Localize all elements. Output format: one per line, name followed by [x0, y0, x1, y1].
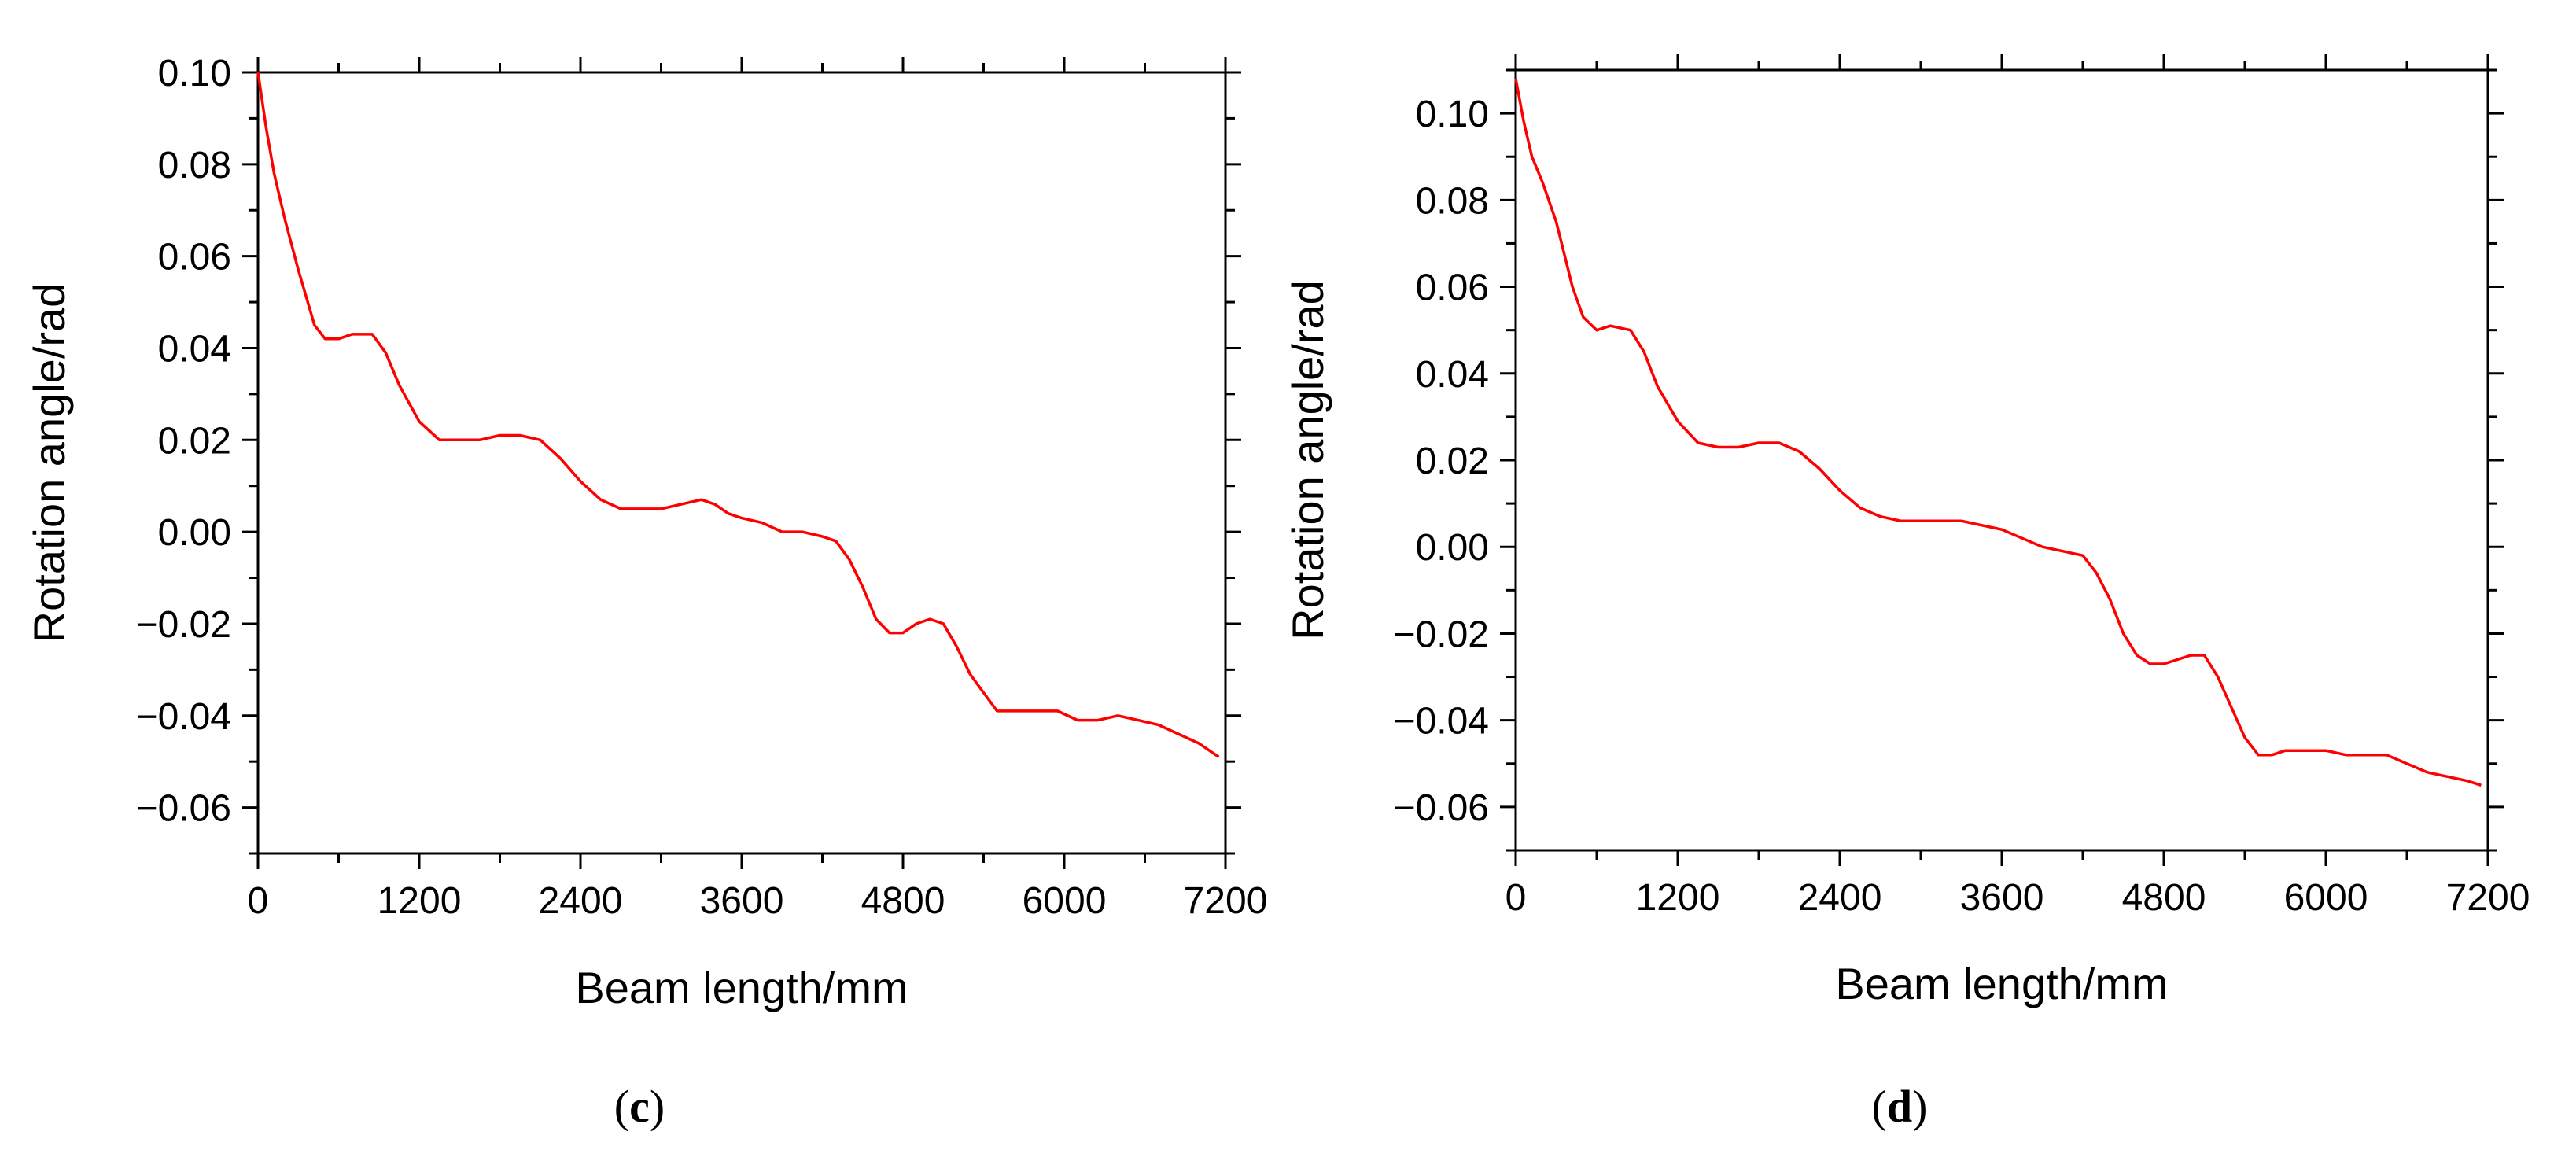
y-axis-title: Rotation angle/rad [24, 283, 74, 643]
y-tick-label: 0.08 [158, 145, 231, 186]
y-tick-label: 0.02 [1416, 440, 1489, 482]
panel-label: (d) [1872, 1081, 1928, 1132]
chart-panel-d: 0 1200 2400 3600 4800 6000 7200 −0.06 −0.04 −0.02… [1283, 54, 2530, 1132]
x-axis-title: Beam length/mm [575, 963, 908, 1012]
y-tick-label: 0.10 [158, 53, 231, 94]
y-tick-label: 0.06 [1416, 267, 1489, 309]
y-tick-label: −0.04 [136, 696, 231, 738]
x-tick-label: 2400 [539, 880, 623, 922]
chart-panel-c: 0 1200 2400 3600 4800 6000 7200 −0.06 −0.04 −0.02… [24, 53, 1267, 1132]
x-axis-title: Beam length/mm [1835, 959, 2168, 1008]
y-tick-label: 0.04 [158, 328, 231, 370]
series-line [256, 72, 1220, 758]
x-tick-label: 0 [248, 880, 269, 922]
y-tick-label: −0.06 [1394, 787, 1489, 829]
y-tick-label: −0.02 [1394, 614, 1489, 655]
x-tick-label: 3600 [700, 880, 784, 922]
y-tick-label: 0.04 [1416, 354, 1489, 396]
y-tick-label: −0.04 [1394, 701, 1489, 743]
plot-frame [256, 71, 1227, 855]
series-line [1514, 78, 2482, 787]
x-tick-label: 6000 [2284, 877, 2368, 919]
x-tick-label: 7200 [1184, 880, 1268, 922]
y-tick-label: 0.00 [158, 512, 231, 554]
y-tick-label: −0.02 [136, 604, 231, 646]
x-tick-label: 3600 [1960, 877, 2044, 919]
y-tick-label: −0.06 [136, 788, 231, 830]
y-tick-label: 0.08 [1416, 180, 1489, 222]
plot-frame [1514, 68, 2489, 852]
y-tick-label: 0.10 [1416, 94, 1489, 135]
x-tick-label: 6000 [1023, 880, 1107, 922]
y-tick-label: 0.00 [1416, 527, 1489, 569]
x-tick-label: 0 [1505, 877, 1527, 919]
y-tick-label: 0.06 [158, 237, 231, 278]
x-tick-label: 1200 [378, 880, 462, 922]
x-tick-label: 2400 [1798, 877, 1882, 919]
panel-label: (c) [614, 1081, 665, 1132]
x-tick-label: 4800 [2122, 877, 2206, 919]
y-axis-title: Rotation angle/rad [1283, 280, 1332, 640]
x-tick-label: 4800 [861, 880, 945, 922]
x-tick-label: 7200 [2446, 877, 2530, 919]
x-tick-label: 1200 [1636, 877, 1720, 919]
y-tick-label: 0.02 [158, 420, 231, 462]
